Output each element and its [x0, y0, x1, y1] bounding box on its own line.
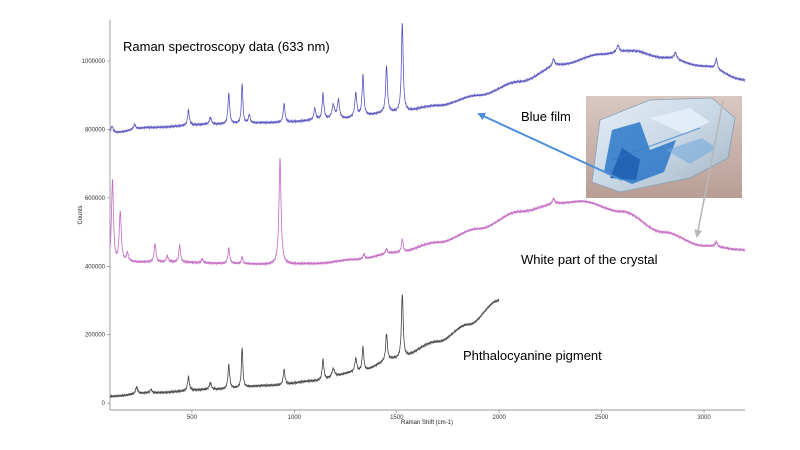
y-tick-label: 600000 [85, 196, 106, 202]
axis-ticks: 500 1000 1500 2000 2500 3000 0 200000 400000 6000… [82, 59, 712, 421]
arrow-blue-film [477, 112, 623, 181]
x-tick-label: 1500 [390, 415, 404, 421]
series-line-pigment [109, 294, 500, 399]
y-tick-label: 400000 [85, 264, 106, 270]
y-tick-label: 200000 [85, 333, 106, 339]
x-tick-label: 3000 [697, 415, 711, 421]
annotation-blue-film: Blue film [521, 109, 571, 124]
y-axis-label: Counts [78, 205, 84, 224]
arrow-white-part [694, 100, 724, 238]
x-axis-label: Raman Shift (cm-1) [401, 420, 453, 426]
annotation-pigment: Phthalocyanine pigment [463, 348, 602, 363]
chart-title: Raman spectroscopy data (633 nm) [123, 39, 330, 54]
x-tick-label: 2500 [595, 415, 609, 421]
x-tick-label: 1000 [288, 415, 302, 421]
series-line-white-crystal [109, 157, 746, 267]
series-line-blue-film [109, 23, 746, 134]
crystal-photo [586, 96, 742, 198]
y-tick-label: 0 [102, 401, 106, 407]
x-tick-label: 500 [187, 415, 198, 421]
x-tick-label: 2000 [493, 415, 507, 421]
y-tick-label: 800000 [85, 127, 106, 133]
annotation-white-part: White part of the crystal [521, 252, 658, 267]
y-tick-label: 1000000 [82, 59, 106, 65]
